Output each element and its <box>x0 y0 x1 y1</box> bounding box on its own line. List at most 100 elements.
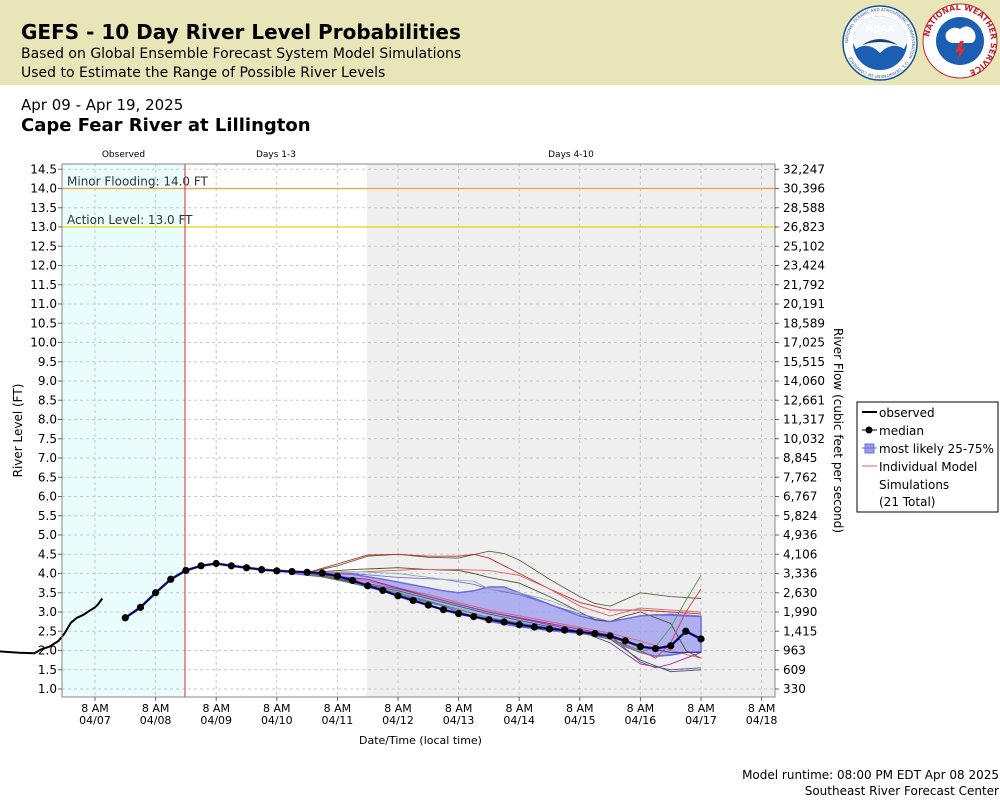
median-point <box>561 626 569 634</box>
y-tick-label: 6.5 <box>38 470 57 484</box>
median-point <box>651 644 660 653</box>
y-tick-label: 10.0 <box>30 336 57 350</box>
median-point <box>545 625 554 633</box>
x-tick-time: 8 AM <box>324 702 352 715</box>
y-tick-label: 8.5 <box>38 393 57 407</box>
model-simulation-line <box>306 553 702 615</box>
legend-median-swatch <box>865 426 873 434</box>
y2-tick-label: 23,424 <box>783 259 825 273</box>
model-simulation-line <box>307 573 702 653</box>
x-tick-time: 8 AM <box>202 702 230 715</box>
median-point <box>136 603 145 611</box>
median-point <box>318 569 326 577</box>
page-title: GEFS - 10 Day River Level Probabilities <box>21 20 461 44</box>
median-point <box>242 564 251 572</box>
x-tick-date: 04/16 <box>625 714 657 727</box>
median-point <box>485 616 493 624</box>
y2-tick-label: 3,336 <box>783 567 817 581</box>
legend-band: most likely 25-75% <box>879 442 994 456</box>
y-tick-label: 13.5 <box>30 201 57 215</box>
y2-tick-label: 8,845 <box>783 451 817 465</box>
x-tick-time: 8 AM <box>505 702 533 715</box>
median-point <box>379 586 387 595</box>
header-banner: GEFS - 10 Day River Level Probabilities … <box>0 0 1000 85</box>
x-tick-date: 04/13 <box>443 714 475 727</box>
location-title: Cape Fear River at Lillington <box>21 115 311 136</box>
observed-line <box>0 597 104 655</box>
y2-tick-label: 17,025 <box>783 336 825 350</box>
y2-tick-label: 2,630 <box>783 586 817 600</box>
x-tick-time: 8 AM <box>687 702 715 715</box>
model-simulation-line <box>307 571 580 613</box>
y-tick-label: 7.0 <box>38 451 57 465</box>
observed-region <box>62 164 185 697</box>
y-axis-label: River Level (FT) <box>11 384 25 478</box>
subtitle-line-1: Based on Global Ensemble Forecast System… <box>21 46 462 62</box>
y-tick-label: 3.0 <box>38 605 57 619</box>
median-point <box>697 635 705 643</box>
x-tick-time: 8 AM <box>748 702 776 715</box>
median-point <box>288 567 296 576</box>
x-tick-time: 8 AM <box>81 702 109 715</box>
median-point <box>409 596 417 605</box>
y-tick-label: 13.0 <box>30 220 57 234</box>
river-level-chart: Observed Days 1-3 Days 4-10 Minor Flooding… <box>0 150 999 747</box>
x-tick-time: 8 AM <box>142 702 170 715</box>
y2-tick-label: 330 <box>783 682 806 696</box>
y2-tick-label: 18,589 <box>783 316 825 330</box>
y-tick-label: 5.5 <box>38 509 57 523</box>
median-point <box>530 623 538 631</box>
x-tick-date: 04/12 <box>382 714 414 727</box>
median-point <box>167 575 175 583</box>
y-tick-label: 4.5 <box>38 547 57 561</box>
x-tick-date: 04/07 <box>79 714 111 727</box>
y2-tick-label: 609 <box>783 663 806 677</box>
x-tick-date: 04/17 <box>685 714 717 727</box>
median-point <box>227 562 235 570</box>
y-tick-label: 9.5 <box>38 355 57 369</box>
y-tick-label: 11.0 <box>30 297 57 311</box>
median-point <box>500 618 508 626</box>
y2-tick-label: 30,396 <box>783 182 825 196</box>
x-tick-date: 04/15 <box>564 714 596 727</box>
noaa-logo-text: NOAA <box>866 25 895 35</box>
y2-tick-label: 963 <box>783 644 806 658</box>
y-tick-label: 12.5 <box>30 239 57 253</box>
median-point <box>273 567 281 575</box>
subtitle-line-2: Used to Estimate the Range of Possible R… <box>21 65 386 81</box>
y2-tick-label: 26,823 <box>783 220 825 234</box>
median-point <box>515 621 523 629</box>
nws-logo: NATIONAL WEATHER SERVICE <box>922 3 998 79</box>
median-point <box>394 592 402 600</box>
y2-axis-label: River Flow (cubic feet per second) <box>831 328 845 533</box>
median-point <box>424 601 432 609</box>
y2-tick-label: 5,824 <box>783 509 817 523</box>
median-point <box>182 566 190 575</box>
y2-tick-label: 20,191 <box>783 297 825 311</box>
x-tick-date: 04/14 <box>503 714 535 727</box>
y2-tick-label: 4,106 <box>783 547 817 561</box>
median-point <box>212 559 220 568</box>
legend-observed: observed <box>879 406 935 420</box>
median-point <box>621 637 629 645</box>
median-point <box>606 632 614 640</box>
x-axis-label: Date/Time (local time) <box>359 734 482 747</box>
y-tick-label: 10.5 <box>30 316 57 330</box>
section-label: Observed <box>102 150 145 160</box>
model-simulation-line <box>307 550 702 607</box>
y2-tick-label: 15,515 <box>783 355 825 369</box>
y2-tick-label: 7,762 <box>783 470 817 484</box>
median-point <box>470 613 478 621</box>
x-tick-date: 04/11 <box>322 714 354 727</box>
y-tick-label: 8.0 <box>38 413 57 427</box>
x-tick-date: 04/10 <box>261 714 293 727</box>
y2-tick-label: 14,060 <box>783 374 825 388</box>
y-tick-label: 9.0 <box>38 374 57 388</box>
y2-tick-label: 12,661 <box>783 393 825 407</box>
median-point <box>197 562 205 570</box>
model-simulation-line <box>307 567 702 659</box>
median-point <box>364 582 372 590</box>
x-tick-date: 04/09 <box>200 714 232 727</box>
median-point <box>636 643 645 651</box>
x-tick-time: 8 AM <box>263 702 291 715</box>
